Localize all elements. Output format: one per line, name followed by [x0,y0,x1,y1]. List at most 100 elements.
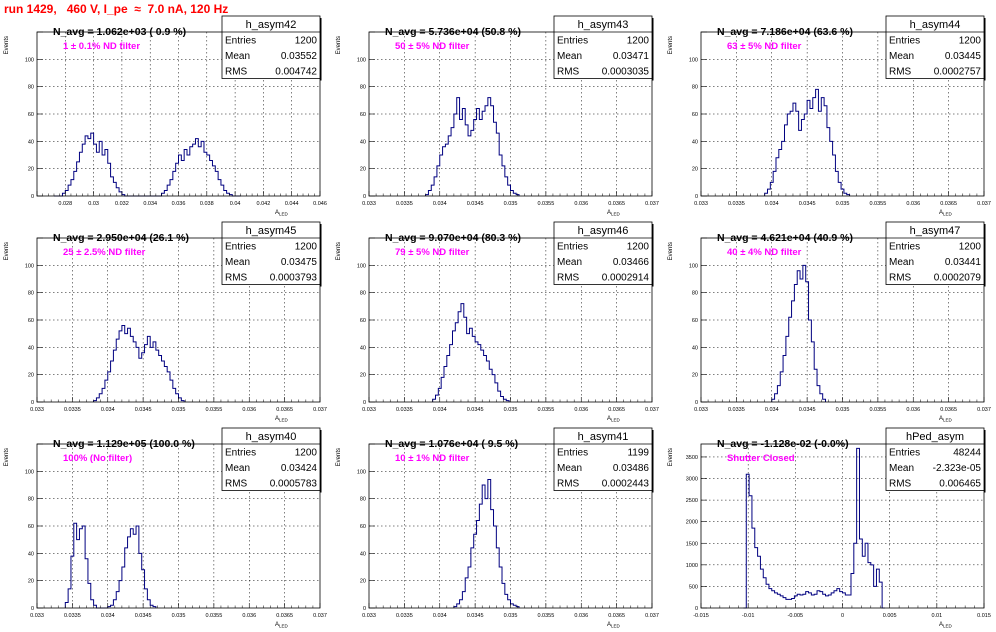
y-axis-label: Events [668,242,674,260]
stats-histogram-name: h_asym46 [578,225,629,237]
pad-title: N_avg = 7.186e+04 (63.6 %) [717,26,853,38]
x-tick-label: 0.038 [200,201,214,207]
y-tick-label: 100 [689,263,698,269]
histogram-svg: 0.033 0.0335 0.034 0.0345 0.035 0.0355 0.036 0.… [668,15,991,217]
histogram-line [53,132,241,197]
x-tick-label: 0.0335 [64,613,81,619]
stats-value: 0.03486 [613,463,650,474]
stats-value: 1200 [295,448,318,459]
histogram-line [425,97,520,196]
stats-histogram-name: h_asym47 [910,225,961,237]
pad-subtitle: 1 ± 0.1% ND filter [63,41,140,52]
x-tick-label: 0.037 [313,613,327,619]
y-tick-label: 20 [28,167,34,173]
histogram-line [93,324,185,402]
x-axis-label: ALED [275,416,289,423]
y-tick-label: 3500 [686,455,698,461]
y-tick-label: 40 [360,551,366,557]
stats-key: Entries [889,36,920,47]
y-tick-label: 100 [689,57,698,63]
y-axis-label: Events [4,36,10,54]
histogram-svg: 0.033 0.0335 0.034 0.0345 0.035 0.0355 0.036 0.… [336,427,659,629]
y-tick-label: 40 [360,139,366,145]
stats-value: -2.323e-05 [933,463,982,474]
y-tick-label: 40 [692,139,698,145]
y-axis-label: Events [336,36,342,54]
x-axis-label: ALED [939,416,953,423]
x-tick-label: 0.033 [362,613,376,619]
y-tick-label: 20 [692,373,698,379]
stats-box-shadow [320,430,322,493]
x-tick-label: 0.035 [504,613,518,619]
stats-value: 1200 [295,36,318,47]
x-tick-label: 0.036 [906,201,920,207]
y-tick-label: 60 [692,112,698,118]
x-tick-label: 0.034 [765,201,779,207]
x-axis-label: ALED [607,210,621,217]
histogram-pad-h_asym47: 0.033 0.0335 0.034 0.0345 0.035 0.0355 0.036 0.… [664,220,992,426]
stats-value: 0.03471 [613,51,650,62]
x-tick-label: 0.0345 [467,613,484,619]
x-tick-label: 0.0345 [467,201,484,207]
y-tick-label: 40 [692,345,698,351]
y-tick-label: 0 [31,194,34,200]
pad-subtitle: 100% (No filter) [63,453,132,464]
y-tick-label: 80 [28,85,34,91]
x-tick-label: 0.0365 [276,407,293,413]
y-tick-label: 0 [363,606,366,612]
histogram-line [432,303,510,402]
stats-value: 0.03552 [281,51,318,62]
y-tick-label: 80 [360,291,366,297]
x-tick-label: 0.044 [285,201,299,207]
y-tick-label: 40 [28,345,34,351]
stats-value: 0.03466 [613,257,650,268]
y-tick-label: 20 [28,373,34,379]
stats-value: 0.004742 [275,67,317,78]
stats-box [553,427,653,491]
x-tick-label: 0.035 [172,407,186,413]
x-tick-label: 0.0365 [608,201,625,207]
stats-box-shadow [984,18,986,81]
stats-box [221,427,321,491]
x-axis-label: ALED [607,416,621,423]
stats-histogram-name: h_asym43 [578,19,629,31]
stats-key: RMS [225,273,248,284]
x-tick-label: 0.033 [694,407,708,413]
x-tick-label: 0.036 [574,613,588,619]
run-title: run 1429, 460 V, I_pe ≈ 7.0 nA, 120 Hz [4,2,229,16]
stats-box-shadow [652,18,654,81]
x-tick-label: 0.032 [115,201,129,207]
x-tick-label: 0.036 [172,201,186,207]
stats-key: RMS [225,67,248,78]
x-tick-label: 0.0335 [728,407,745,413]
stats-key: RMS [889,67,912,78]
y-tick-label: 60 [28,318,34,324]
x-tick-label: 0.034 [101,407,115,413]
y-tick-label: 0 [695,606,698,612]
x-tick-label: 0.035 [836,407,850,413]
pad-subtitle: 40 ± 4% ND filter [727,247,802,258]
y-tick-label: 1000 [686,563,698,569]
stats-value: 0.0002079 [934,273,982,284]
x-tick-label: 0.036 [574,407,588,413]
stats-value: 0.006465 [939,479,981,490]
x-tick-label: 0.0365 [940,201,957,207]
x-tick-label: 0.035 [504,201,518,207]
y-tick-label: 100 [357,263,366,269]
stats-histogram-name: h_asym41 [578,431,629,443]
pad-title: N_avg = -1.128e-02 (-0.0%) [717,438,849,450]
pad-title: N_avg = 4.621e+04 (40.9 %) [717,232,853,244]
x-axis-label: ALED [275,210,289,217]
x-tick-label: 0.046 [313,201,327,207]
x-tick-label: 0.035 [504,407,518,413]
y-tick-label: 80 [28,291,34,297]
x-tick-label: -0.005 [788,613,804,619]
y-axis-label: Events [4,242,10,260]
stats-key: Entries [557,242,588,253]
histogram-svg: 0.033 0.0335 0.034 0.0345 0.035 0.0355 0.036 0.… [4,221,327,423]
stats-value: 0.03424 [281,463,318,474]
pad-subtitle: 10 ± 1% ND filter [395,453,470,464]
histogram-svg: 0.033 0.0335 0.034 0.0345 0.035 0.0355 0.036 0.… [668,221,991,423]
x-tick-label: 0.033 [362,201,376,207]
x-tick-label: 0.0355 [537,201,554,207]
